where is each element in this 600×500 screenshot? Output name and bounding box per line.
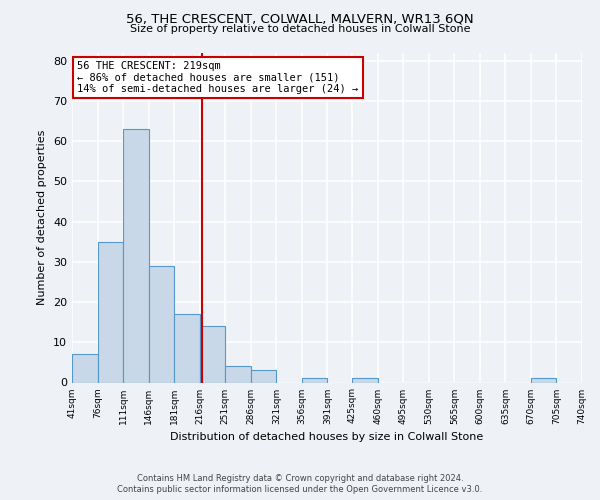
Bar (98, 242, 123, 382)
Text: Contains HM Land Registry data © Crown copyright and database right 2024.
Contai: Contains HM Land Registry data © Crown c… (118, 474, 482, 494)
Bar (149, 266, 174, 382)
X-axis label: Distribution of detached houses by size in Colwall Stone: Distribution of detached houses by size … (170, 432, 484, 442)
Bar (302, 378, 328, 382)
Bar (72, 354, 98, 382)
Text: 56 THE CRESCENT: 219sqm
← 86% of detached houses are smaller (151)
14% of semi-d: 56 THE CRESCENT: 219sqm ← 86% of detache… (77, 60, 358, 94)
Bar (531, 378, 556, 382)
Bar (123, 129, 149, 382)
Bar (174, 314, 200, 382)
Bar (200, 326, 225, 382)
Bar (225, 366, 251, 382)
Bar (352, 378, 378, 382)
Text: Size of property relative to detached houses in Colwall Stone: Size of property relative to detached ho… (130, 24, 470, 34)
Text: 56, THE CRESCENT, COLWALL, MALVERN, WR13 6QN: 56, THE CRESCENT, COLWALL, MALVERN, WR13… (126, 12, 474, 26)
Bar (251, 370, 276, 382)
Y-axis label: Number of detached properties: Number of detached properties (37, 130, 47, 305)
